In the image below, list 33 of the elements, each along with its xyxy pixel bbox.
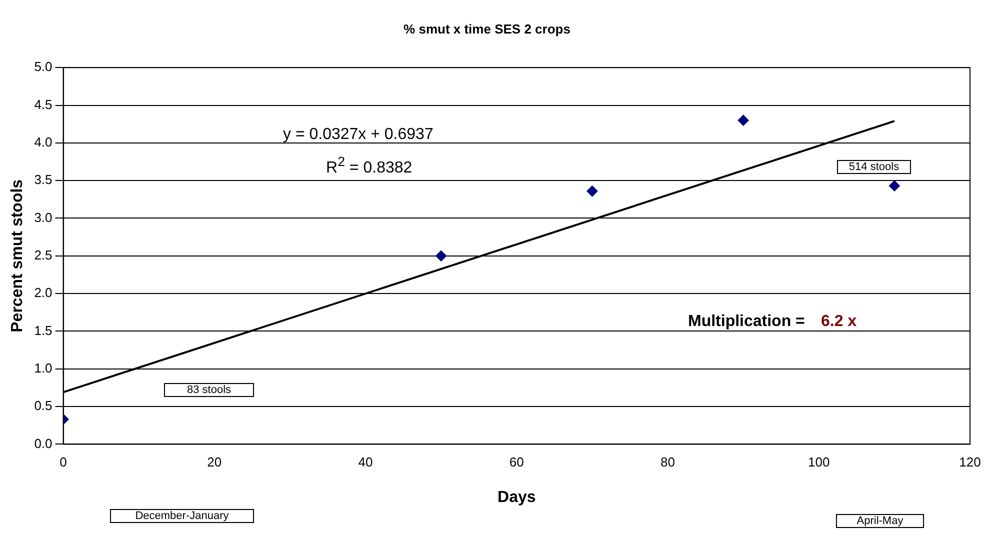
x-tick-label: 80 (660, 454, 675, 470)
point (436, 250, 447, 262)
y-tick-label: 0.5 (34, 398, 52, 414)
x-axis-title: Days (498, 488, 536, 506)
y-tick-label: 2.5 (34, 247, 52, 262)
x-tick-label: 40 (358, 454, 373, 470)
point (888, 180, 900, 192)
y-axis-title: Percent smut stools (9, 179, 26, 332)
point (586, 186, 598, 197)
annotation: R$^{2}$ = 0.8382 (326, 154, 412, 178)
x-tick-label: 60 (509, 454, 524, 470)
text: April-May (836, 514, 924, 528)
y-tick-label: 1.0 (34, 360, 52, 376)
y-tick-label: 2.0 (34, 285, 52, 300)
y-tick-label: 1.5 (34, 322, 52, 338)
annotation: 6.2 x (821, 313, 857, 331)
y-tick-label: 0.0 (34, 436, 52, 451)
x-tick-label: 100 (808, 454, 830, 470)
y-tick-label: 4.0 (34, 134, 52, 150)
annotation: Multiplication = (688, 313, 805, 331)
text: December-January (110, 509, 254, 523)
y-tick-label: 5.0 (34, 59, 52, 74)
chart-title: % smut x time SES 2 crops (404, 21, 570, 36)
annotation: 514 stools (837, 160, 911, 174)
y-tick-label: 4.5 (34, 96, 52, 112)
annotation: y = 0.0327x + 0.6937 (283, 126, 434, 144)
x-tick-label: 20 (207, 454, 222, 470)
annotation: 83 stools (164, 383, 254, 397)
point (738, 114, 749, 126)
x-tick-label: 120 (959, 454, 981, 470)
y-tick-label: 3.5 (34, 172, 52, 188)
x-tick-label: 0 (60, 454, 67, 470)
y-tick-label: 3.0 (34, 210, 52, 225)
